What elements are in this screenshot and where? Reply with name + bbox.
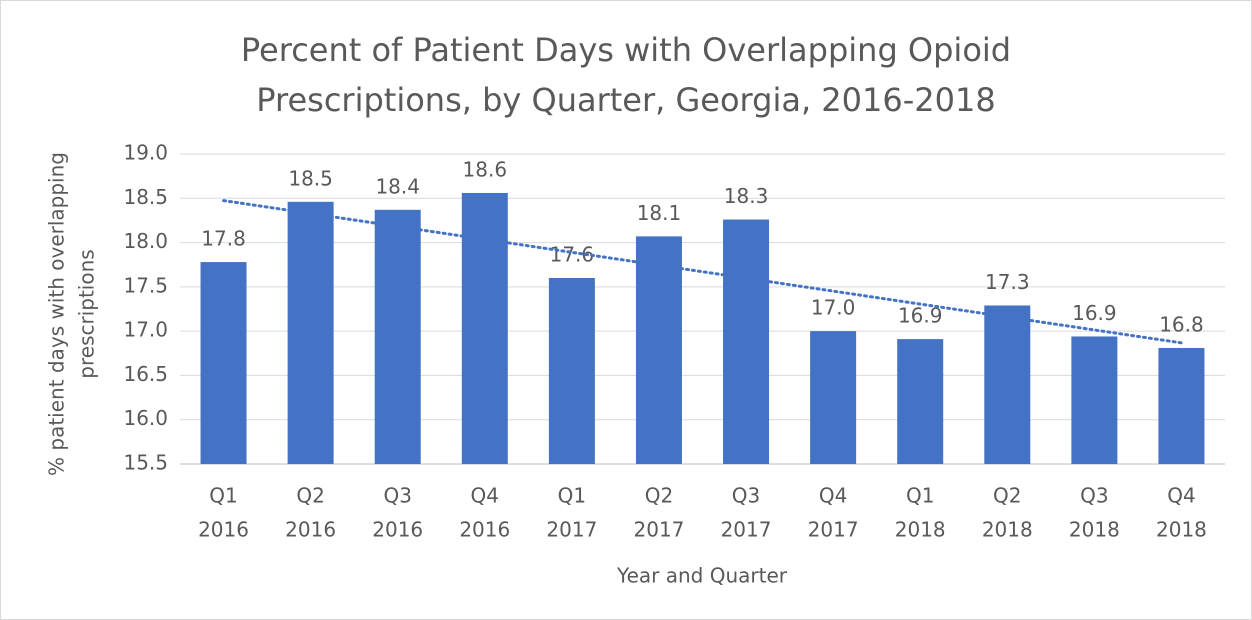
y-tick-label: 19.0 bbox=[123, 141, 168, 165]
x-tick-label: Q3 bbox=[1080, 484, 1108, 508]
y-tick-label: 15.5 bbox=[123, 451, 168, 475]
x-tick-label: 2018 bbox=[1069, 518, 1120, 542]
bar bbox=[810, 331, 857, 464]
y-tick-label: 18.0 bbox=[123, 229, 168, 253]
y-axis-title: % patient days with overlapping bbox=[45, 152, 69, 476]
x-tick-label: 2018 bbox=[1156, 518, 1207, 542]
bar bbox=[723, 219, 770, 464]
x-tick-label: 2017 bbox=[808, 518, 859, 542]
bar bbox=[984, 305, 1031, 464]
bar bbox=[374, 209, 421, 464]
x-tick-label: 2016 bbox=[459, 518, 510, 542]
x-tick-label: Q4 bbox=[819, 484, 847, 508]
data-label: 17.3 bbox=[985, 270, 1030, 294]
x-tick-label: 2018 bbox=[895, 518, 946, 542]
x-tick-label: Q4 bbox=[1167, 484, 1195, 508]
data-label: 18.1 bbox=[637, 201, 682, 225]
x-tick-label: Q3 bbox=[383, 484, 411, 508]
x-tick-label: 2017 bbox=[634, 518, 685, 542]
x-tick-label: Q1 bbox=[209, 484, 237, 508]
data-label: 18.6 bbox=[463, 157, 508, 181]
x-tick-label: 2018 bbox=[982, 518, 1033, 542]
y-axis-title: prescriptions bbox=[75, 249, 99, 378]
x-tick-label: Q4 bbox=[471, 484, 499, 508]
data-label: 18.3 bbox=[724, 184, 769, 208]
bar bbox=[1158, 347, 1205, 464]
chart-title: Percent of Patient Days with Overlapping… bbox=[241, 31, 1011, 69]
x-tick-label: Q1 bbox=[558, 484, 586, 508]
trendline bbox=[222, 199, 1183, 345]
data-label: 17.8 bbox=[201, 227, 246, 251]
data-label: 17.0 bbox=[811, 296, 856, 320]
bar bbox=[1071, 336, 1118, 464]
x-tick-label: Q3 bbox=[732, 484, 760, 508]
x-tick-label: Q2 bbox=[993, 484, 1021, 508]
y-tick-label: 18.5 bbox=[123, 185, 168, 209]
y-tick-label: 16.5 bbox=[123, 362, 168, 386]
data-label: 16.9 bbox=[1072, 301, 1117, 325]
bar bbox=[200, 262, 247, 464]
data-label: 18.4 bbox=[375, 174, 420, 198]
x-tick-label: 2017 bbox=[721, 518, 772, 542]
x-tick-label: 2016 bbox=[285, 518, 336, 542]
x-tick-label: 2016 bbox=[372, 518, 423, 542]
chart-title: Prescriptions, by Quarter, Georgia, 2016… bbox=[256, 81, 995, 119]
x-tick-label: Q1 bbox=[906, 484, 934, 508]
x-tick-label: Q2 bbox=[296, 484, 324, 508]
data-label: 16.8 bbox=[1159, 312, 1204, 336]
bar bbox=[635, 236, 682, 464]
data-label: 18.5 bbox=[288, 166, 333, 190]
y-tick-label: 17.5 bbox=[123, 273, 168, 297]
y-tick-label: 17.0 bbox=[123, 318, 168, 342]
bar bbox=[548, 278, 595, 464]
bar bbox=[897, 339, 944, 464]
bar bbox=[461, 192, 508, 464]
x-axis-title: Year and Quarter bbox=[616, 564, 788, 588]
bar bbox=[287, 201, 334, 465]
x-tick-label: Q2 bbox=[645, 484, 673, 508]
y-tick-label: 16.0 bbox=[123, 406, 168, 430]
x-tick-label: 2017 bbox=[546, 518, 597, 542]
x-tick-label: 2016 bbox=[198, 518, 249, 542]
